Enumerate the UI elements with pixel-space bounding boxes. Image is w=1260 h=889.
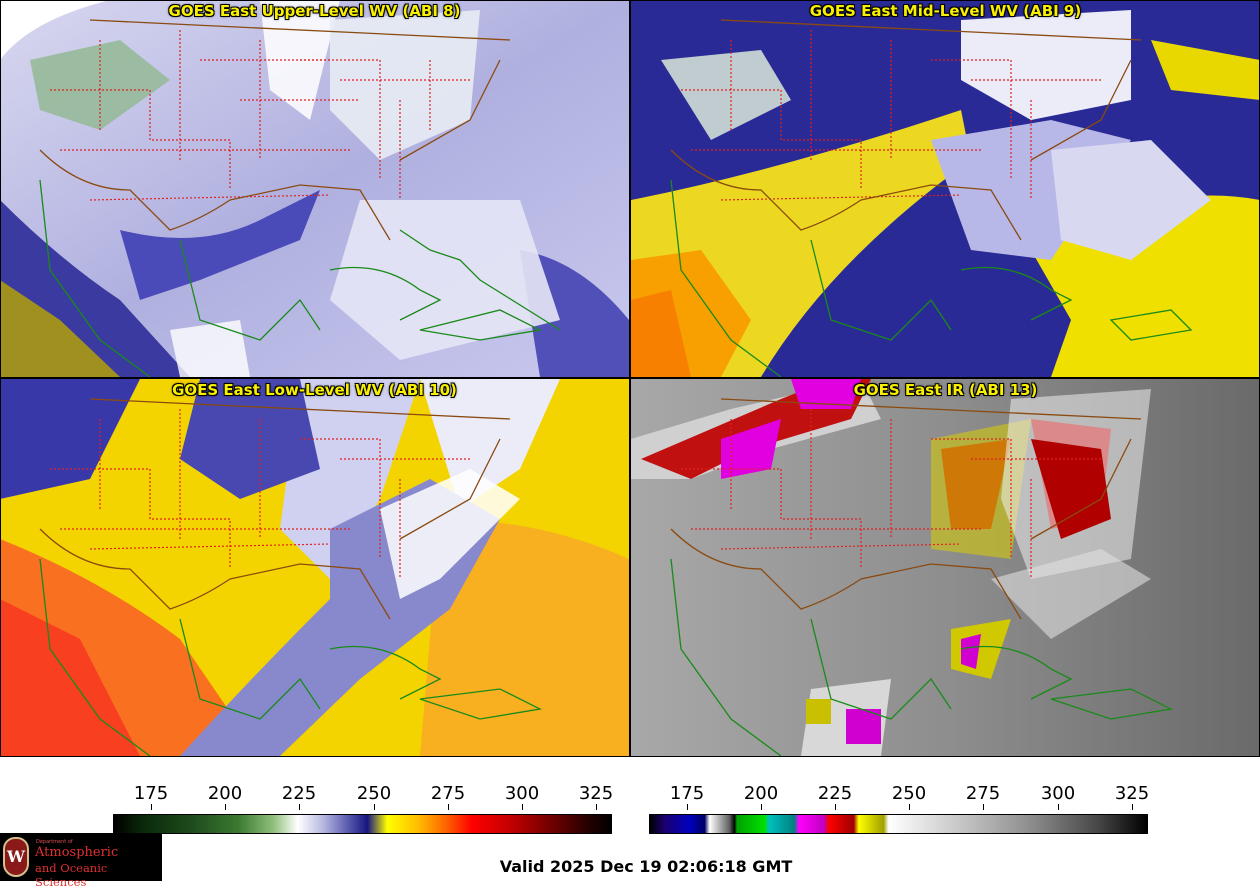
infrared-colorbar — [649, 814, 1148, 834]
wv-tick-label: 300 — [504, 783, 540, 804]
ir-tick-label: 225 — [817, 783, 853, 804]
panel-divider-horizontal — [0, 377, 1260, 379]
ir-tick-label: 175 — [669, 783, 705, 804]
low-level-wv-panel: GOES East Low-Level WV (ABI 10) — [0, 379, 629, 756]
panel-title-upper-level-wv: GOES East Upper-Level WV (ABI 8) — [168, 2, 461, 20]
legend-area: 175 200 225 250 275 300 325 175 200 225 … — [0, 757, 1260, 889]
wv-tick-mark — [596, 804, 597, 810]
wv-tick-label: 325 — [578, 783, 614, 804]
ir-tick-label: 300 — [1040, 783, 1076, 804]
logo-line1-text: Atmospheric — [35, 845, 119, 860]
wv-tick-label: 275 — [430, 783, 466, 804]
logo-department-text: Department of — [36, 839, 73, 845]
ir-tick-mark — [687, 804, 688, 810]
wv-tick-mark — [299, 804, 300, 810]
wv-tick-mark — [448, 804, 449, 810]
mid-level-wv-image — [631, 0, 1260, 377]
upper-level-wv-panel: GOES East Upper-Level WV (ABI 8) — [0, 0, 629, 377]
uw-crest-icon: W — [3, 837, 29, 877]
wv-tick-mark — [151, 804, 152, 810]
valid-time-label: Valid 2025 Dec 19 02:06:18 GMT — [499, 857, 793, 876]
ir-tick-mark — [835, 804, 836, 810]
aos-logo: W Department of Atmospheric and Oceanic … — [0, 833, 162, 889]
ir-tick-mark — [761, 804, 762, 810]
wv-tick-mark — [374, 804, 375, 810]
panel-title-infrared: GOES East IR (ABI 13) — [853, 381, 1038, 399]
water-vapor-colorbar — [113, 814, 612, 834]
ir-tick-mark — [983, 804, 984, 810]
ir-tick-label: 275 — [965, 783, 1001, 804]
infrared-image — [631, 379, 1260, 756]
wv-tick-label: 175 — [133, 783, 169, 804]
wv-tick-mark — [225, 804, 226, 810]
ir-tick-label: 325 — [1114, 783, 1150, 804]
ir-tick-mark — [1132, 804, 1133, 810]
wv-tick-label: 200 — [207, 783, 243, 804]
low-level-wv-image — [0, 379, 629, 756]
upper-level-wv-image — [0, 0, 629, 377]
ir-tick-label: 250 — [891, 783, 927, 804]
wv-tick-mark — [522, 804, 523, 810]
panel-title-mid-level-wv: GOES East Mid-Level WV (ABI 9) — [809, 2, 1082, 20]
infrared-panel: GOES East IR (ABI 13) — [631, 379, 1260, 756]
mid-level-wv-panel: GOES East Mid-Level WV (ABI 9) — [631, 0, 1260, 377]
wv-tick-label: 225 — [281, 783, 317, 804]
ir-tick-mark — [1058, 804, 1059, 810]
wv-tick-label: 250 — [356, 783, 392, 804]
panel-title-low-level-wv: GOES East Low-Level WV (ABI 10) — [172, 381, 457, 399]
ir-tick-label: 200 — [743, 783, 779, 804]
ir-tick-mark — [909, 804, 910, 810]
